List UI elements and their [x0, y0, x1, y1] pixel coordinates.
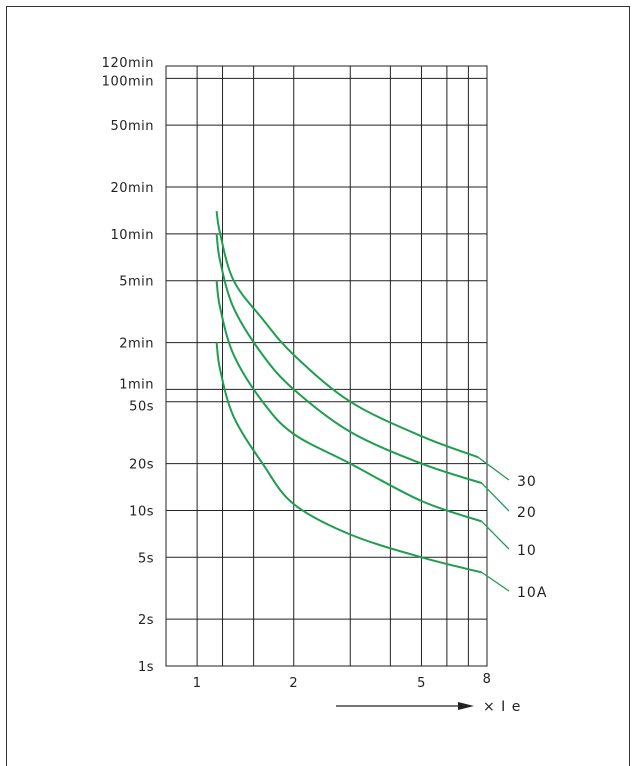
y-tick-label: 2min [119, 337, 154, 352]
curve-label-30: 30 [517, 474, 537, 490]
y-tick-label: 1s [138, 660, 154, 675]
grid [165, 65, 488, 667]
curve-10 [215, 280, 483, 523]
curve-label-20: 20 [517, 505, 537, 521]
curve-labels: 30 20 10 10A [517, 474, 547, 601]
y-tick-label: 5s [138, 551, 154, 566]
y-tick-label: 10s [129, 504, 154, 519]
x-tick-label: 5 [417, 676, 426, 691]
y-tick-label: 50min [110, 119, 154, 134]
x-axis-labels: 1 2 5 8 [193, 672, 492, 691]
y-tick-label: 120min [102, 56, 154, 71]
curve-label-10A: 10A [517, 585, 547, 601]
y-tick-label: 50s [129, 400, 154, 415]
x-tick-label: 8 [483, 672, 492, 687]
x-tick-label: 2 [289, 676, 298, 691]
curve-20 [215, 233, 483, 485]
curve-label-10: 10 [517, 543, 537, 559]
x-axis-title: × I e [483, 699, 521, 715]
x-tick-label: 1 [193, 676, 202, 691]
y-tick-label: 5min [119, 275, 154, 290]
y-tick-label: 20s [129, 458, 154, 473]
x-axis-arrowhead [458, 702, 474, 710]
y-tick-label: 10min [110, 228, 154, 243]
y-tick-label: 2s [138, 613, 154, 628]
curves [215, 210, 510, 592]
leader-20 [481, 482, 510, 512]
y-tick-label: 1min [119, 377, 154, 392]
y-tick-label: 20min [110, 181, 154, 196]
curve-30 [215, 210, 479, 459]
y-tick-label: 100min [102, 74, 154, 89]
curve-10A [215, 342, 482, 574]
y-axis-labels: 120min 100min 50min 20min 10min 5min 2min 1min 5… [102, 56, 154, 675]
leader-10A [481, 571, 510, 592]
plot-border [165, 65, 488, 667]
leader-10 [481, 520, 510, 550]
leader-30 [477, 456, 510, 481]
figure-frame [6, 6, 630, 766]
x-axis-title-group: × I e [336, 699, 521, 715]
